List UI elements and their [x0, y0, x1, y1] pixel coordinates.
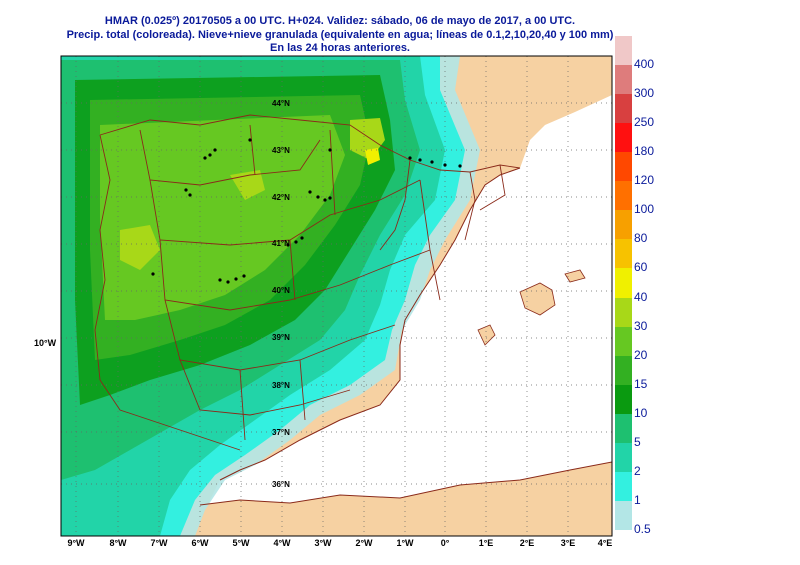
colorbar-swatch [615, 268, 632, 298]
lon-label-7w: 7°W [150, 538, 168, 548]
colorbar-label: 1 [634, 492, 641, 507]
coordinate-grid [61, 56, 612, 536]
map-title-line3: En las 24 horas anteriores. [269, 42, 410, 54]
lon-side-label: 10°W [34, 338, 57, 348]
lon-label-2w: 2°W [355, 538, 373, 548]
lat-label-38n: 38°N [272, 381, 290, 390]
lat-label-39n: 39°N [272, 333, 290, 342]
lat-label-43n: 43°N [272, 146, 290, 155]
lat-label-36n: 36°N [272, 480, 290, 489]
lat-label-44n: 44°N [272, 99, 290, 108]
lon-label-5w: 5°W [232, 538, 250, 548]
colorbar-label: 0.5 [634, 522, 651, 536]
precip-40 [365, 148, 380, 165]
lon-label-2e: 2°E [519, 538, 535, 548]
lon-label-0: 0° [440, 538, 450, 548]
lon-label-9w: 9°W [67, 538, 85, 548]
colorbar-label: 10 [634, 405, 648, 420]
map-title-line2: Precip. total (coloreada). Nieve+nieve g… [66, 29, 614, 41]
lat-label-37n: 37°N [272, 428, 290, 437]
colorbar-swatch [615, 239, 632, 269]
colorbar-swatch [615, 500, 632, 530]
lon-label-6w: 6°W [191, 538, 209, 548]
lat-label-42n: 42°N [272, 193, 290, 202]
map-frame [60, 55, 613, 537]
colorbar-swatch [615, 471, 632, 501]
colorbar-label: 180 [634, 144, 655, 159]
lat-label-40n: 40°N [272, 286, 290, 295]
colorbar-label: 60 [634, 260, 648, 275]
lon-label-4w: 4°W [273, 538, 291, 548]
map-title-line1: HMAR (0.025º) 20170505 a 00 UTC. H+024. … [104, 15, 576, 27]
coastline [219, 167, 521, 481]
colorbar-swatch [615, 35, 632, 65]
colorbar-swatch [615, 65, 632, 95]
colorbar-label: 20 [634, 347, 648, 362]
colorbar-swatch [615, 94, 632, 124]
colorbar-swatch [615, 123, 632, 153]
island-menorca [564, 269, 586, 283]
lon-label-4e: 4°E [597, 538, 613, 548]
lon-label-3e: 3°E [560, 538, 576, 548]
colorbar-label: 40 [634, 289, 648, 304]
colorbar-label: 2 [634, 463, 641, 478]
colorbar-label: 250 [634, 115, 655, 130]
colorbar-swatch [615, 326, 632, 356]
colorbar-label: 80 [634, 231, 648, 246]
colorbar-swatch [615, 210, 632, 240]
colorbar-swatch [615, 384, 632, 414]
colorbar-swatch [615, 152, 632, 182]
colorbar-swatch [615, 442, 632, 472]
lat-label-41n: 41°N [272, 239, 290, 248]
precip-30 [120, 118, 385, 270]
coastline-africa [199, 461, 612, 506]
colorbar-label: 5 [634, 434, 641, 449]
colorbar-label: 300 [634, 86, 655, 101]
colorbar-swatch [615, 355, 632, 385]
lon-label-8w: 8°W [109, 538, 127, 548]
precip-20 [100, 115, 345, 320]
colorbar-label: 120 [634, 173, 655, 188]
colorbar-swatch [615, 413, 632, 443]
land-africa [170, 462, 612, 536]
colorbar-label: 15 [634, 376, 648, 391]
colorbar-label: 100 [634, 202, 655, 217]
lon-label-1e: 1°E [478, 538, 494, 548]
admin-borders [94, 114, 521, 451]
snow-markers [151, 138, 462, 284]
lon-label-3w: 3°W [314, 538, 332, 548]
colorbar-swatch [615, 297, 632, 327]
colorbar-swatch [615, 181, 632, 211]
colorbar-label: 400 [634, 57, 655, 71]
lon-label-1w: 1°W [396, 538, 414, 548]
colorbar-label: 30 [634, 318, 648, 333]
